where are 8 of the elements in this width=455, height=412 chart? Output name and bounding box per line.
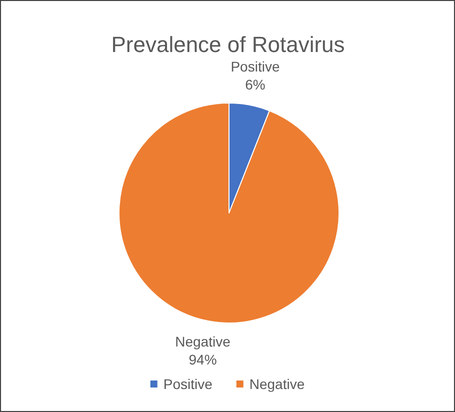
- chart-title: Prevalence of Rotavirus: [111, 32, 345, 57]
- legend-label: Negative: [249, 376, 305, 392]
- data-label: 6%: [245, 76, 266, 92]
- slice-label: Negative: [175, 334, 231, 350]
- data-label: 94%: [188, 352, 217, 368]
- legend-label: Positive: [163, 376, 213, 392]
- slice-label: Positive: [230, 58, 280, 74]
- pie-slice: [118, 102, 340, 324]
